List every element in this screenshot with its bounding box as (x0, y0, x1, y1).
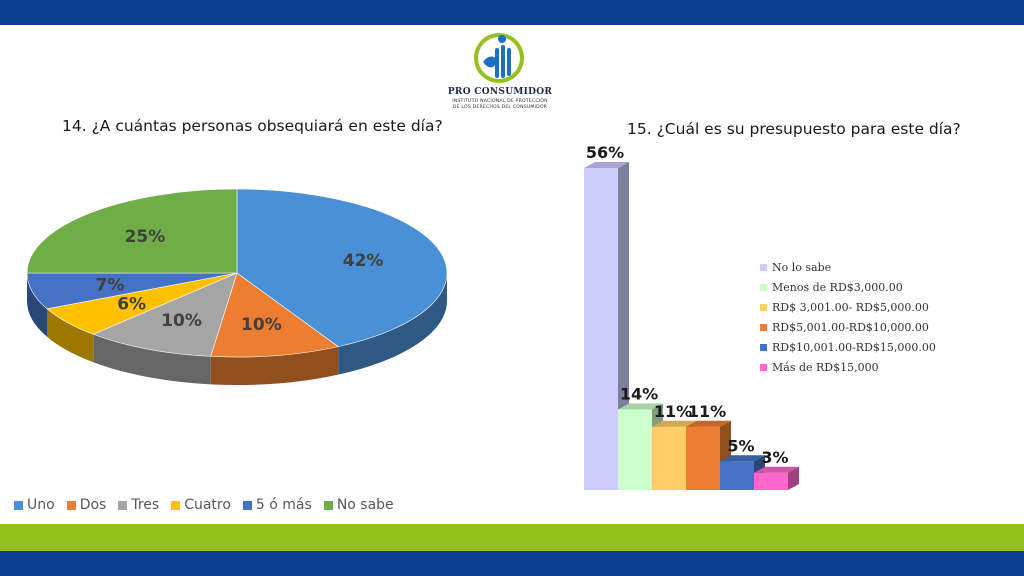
bar-mas-de-rd-15-000 (754, 472, 788, 490)
pie-label-no-sabe: 25% (125, 227, 166, 247)
bar-label-menos-de-rd-3-000-00: 14% (620, 385, 658, 404)
bar-legend-item-rd-10-001-00-rd-15-000-00: RD$10,001.00-RD$15,000.00 (760, 337, 936, 357)
bar-legend-swatch (760, 283, 767, 291)
bar-rd-3-001-00-rd-5-000-00 (652, 426, 686, 490)
logo-subtitle-line-1: INSTITUTO NACIONAL DE PROTECCIÓN (452, 99, 548, 104)
pie-legend-swatch (14, 500, 23, 510)
bar-label-rd-10-001-00-rd-15-000-00: 5% (727, 436, 754, 455)
pie-legend-swatch (323, 500, 333, 510)
bar-legend-swatch (760, 363, 767, 371)
pie-legend-swatch (242, 500, 252, 510)
pie-legend-swatch (66, 500, 76, 510)
logo-emblem-icon (474, 33, 524, 83)
pie-legend-label: Cuatro (184, 497, 231, 513)
pie-side-cuatro (46, 308, 94, 363)
bar-label-mas-de-rd-15-000: 3% (761, 448, 788, 467)
bar-rd-10-001-00-rd-15-000-00 (720, 461, 754, 490)
bar-top-menos-de-rd-3-000-00 (618, 403, 663, 410)
bar-legend-swatch (760, 263, 767, 271)
pie-side-dos (210, 346, 339, 385)
bar-legend-label: RD$10,001.00-RD$15,000.00 (772, 340, 936, 354)
pie-label-cuatro: 6% (117, 295, 146, 315)
bar-label-rd-5-001-00-rd-10-000-00: 11% (688, 402, 726, 421)
green-band (0, 524, 1024, 551)
pie-legend-label: Uno (27, 497, 55, 513)
bar-top-no-lo-sabe (584, 162, 629, 168)
pie-legend-label: Tres (131, 497, 160, 513)
pie-chart-title: 14. ¿A cuántas personas obsequiará en es… (62, 117, 443, 135)
bar-label-no-lo-sabe: 56% (586, 143, 624, 162)
top-band (0, 0, 1024, 25)
bar-side-mas-de-rd-15-000 (788, 466, 799, 490)
bar-legend-item-menos-de-rd-3-000-00: Menos de RD$3,000.00 (760, 277, 936, 297)
bar-legend-item-rd-5-001-00-rd-10-000-00: RD$5,001.00-RD$10,000.00 (760, 317, 936, 337)
pie-chart: 42% 10% 10% 6%7% 25% (26, 188, 448, 385)
pro-consumidor-logo: PRO CONSUMIDOR INSTITUTO NACIONAL DE PRO… (440, 30, 560, 112)
bar-legend-swatch (760, 343, 767, 351)
bar-top-mas-de-rd-15-000 (754, 466, 799, 473)
pie-label-dos: 10% (241, 315, 282, 335)
bar-label-rd-3-001-00-rd-5-000-00: 11% (654, 402, 692, 421)
pie-side-tres (93, 334, 211, 385)
pie-legend-swatch (171, 500, 181, 510)
logo-name: PRO CONSUMIDOR (447, 87, 553, 97)
bar-chart: 56%14%11%11%5%3% (584, 143, 799, 490)
pie-side-uno (338, 273, 447, 375)
bar-legend-item-mas-de-rd-15-000: Más de RD$15,000 (760, 357, 936, 377)
pie-label-uno: 42% (343, 251, 384, 271)
bar-no-lo-sabe (584, 168, 618, 490)
pie-legend-item-5-o-mas: 5 ó más (242, 497, 312, 513)
bar-legend-item-rd-3-001-00-rd-5-000-00: RD$ 3,001.00- RD$5,000.00 (760, 297, 936, 317)
pie-slice-no-sabe (26, 188, 238, 274)
bar-rd-5-001-00-rd-10-000-00 (686, 426, 720, 490)
bar-legend-label: Más de RD$15,000 (772, 360, 879, 374)
pie-legend-item-no-sabe: No sabe (323, 497, 394, 513)
pie-slice-tres (92, 272, 238, 357)
pie-label-5-o-mas: 7% (95, 275, 124, 295)
logo-subtitle-line-2: DE LOS DERECHOS DEL CONSUMIDOR (452, 105, 548, 110)
bar-legend-item-no-lo-sabe: No lo sabe (760, 257, 936, 277)
bar-legend-label: No lo sabe (772, 260, 832, 274)
bar-top-rd-10-001-00-rd-15-000-00 (720, 455, 765, 462)
bar-chart-title: 15. ¿Cuál es su presupuesto para este dí… (627, 120, 961, 138)
bar-top-rd-5-001-00-rd-10-000-00 (686, 420, 731, 427)
bottom-band (0, 551, 1024, 576)
bar-legend-swatch (760, 323, 767, 331)
pie-legend-label: 5 ó más (255, 497, 312, 513)
pie-slice-uno (236, 188, 448, 347)
bar-legend-swatch (760, 303, 767, 311)
bar-legend-label: Menos de RD$3,000.00 (772, 280, 903, 294)
pie-legend-item-dos: Dos (66, 497, 107, 513)
pie-legend-item-uno: Uno (14, 497, 55, 513)
bar-legend: No lo sabe Menos de RD$3,000.00 RD$ 3,001.… (760, 257, 936, 377)
pie-legend: Uno Dos Tres Cuatro 5 ó más No sabe (14, 497, 394, 513)
bar-legend-label: RD$5,001.00-RD$10,000.00 (772, 320, 929, 334)
bar-menos-de-rd-3-000-00 (618, 409, 652, 490)
pie-legend-swatch (118, 500, 128, 510)
pie-slice-dos (210, 272, 339, 358)
pie-label-tres: 10% (161, 311, 202, 331)
pie-side-5-o-mas (26, 273, 47, 337)
pie-legend-item-tres: Tres (118, 497, 159, 513)
pie-legend-item-cuatro: Cuatro (171, 497, 231, 513)
bar-top-rd-3-001-00-rd-5-000-00 (652, 420, 697, 427)
bar-legend-label: RD$ 3,001.00- RD$5,000.00 (772, 300, 929, 314)
pie-legend-label: No sabe (336, 497, 394, 513)
pie-legend-label: Dos (79, 497, 107, 513)
